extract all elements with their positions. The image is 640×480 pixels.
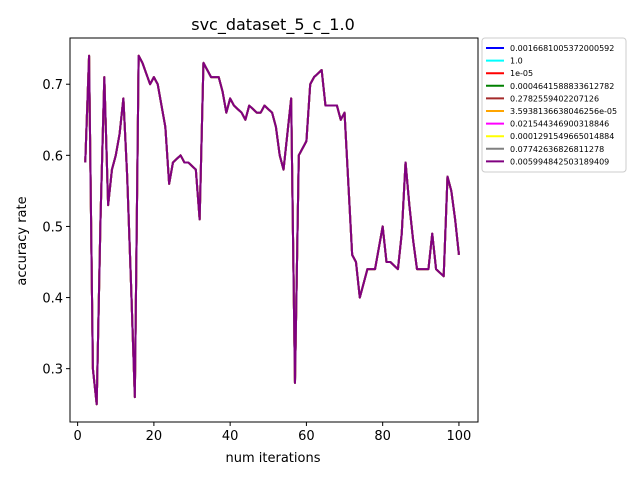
- x-tick-label: 20: [146, 429, 163, 444]
- legend-entry: 0.0016681005372000592: [510, 44, 614, 53]
- y-tick-label: 0.6: [42, 149, 63, 164]
- legend-entry: 1.0: [510, 57, 523, 66]
- legend-entry: 0.2782559402207126: [510, 94, 599, 103]
- x-tick-label: 100: [447, 429, 472, 444]
- y-tick-label: 0.3: [42, 363, 63, 378]
- chart-title: svc_dataset_5_c_1.0: [191, 15, 355, 35]
- legend: 0.0016681005372000592 1.0 1e-05 0.000464158…: [481, 37, 627, 173]
- y-tick-label: 0.5: [42, 220, 63, 235]
- legend-entry: 0.005994842503189409: [510, 157, 609, 166]
- legend-entry: 0.021544346900318846: [510, 120, 609, 129]
- y-tick-label: 0.7: [42, 78, 63, 93]
- plot-area-frame: [69, 37, 479, 423]
- legend-entry: 1e-05: [510, 69, 533, 78]
- series-line-9: [84, 54, 460, 406]
- x-axis: 0 20 40 60 80 100: [73, 422, 471, 444]
- y-tick-label: 0.4: [42, 292, 63, 307]
- legend-box: [481, 37, 627, 173]
- legend-entry: 0.07742636826811278: [510, 145, 604, 154]
- legend-entry: 3.5938136638046256e-05: [510, 107, 617, 116]
- x-tick-label: 40: [222, 429, 239, 444]
- x-tick-label: 0: [73, 429, 81, 444]
- y-axis: 0.3 0.4 0.5 0.6 0.7: [42, 78, 70, 378]
- legend-entry: 0.0004641588833612782: [510, 82, 614, 91]
- series-layer: [84, 54, 460, 406]
- x-tick-label: 80: [374, 429, 391, 444]
- x-tick-label: 60: [298, 429, 315, 444]
- y-axis-label: accuracy rate: [15, 196, 30, 285]
- x-axis-label: num iterations: [226, 451, 321, 466]
- legend-entry: 0.0001291549665014884: [510, 132, 614, 141]
